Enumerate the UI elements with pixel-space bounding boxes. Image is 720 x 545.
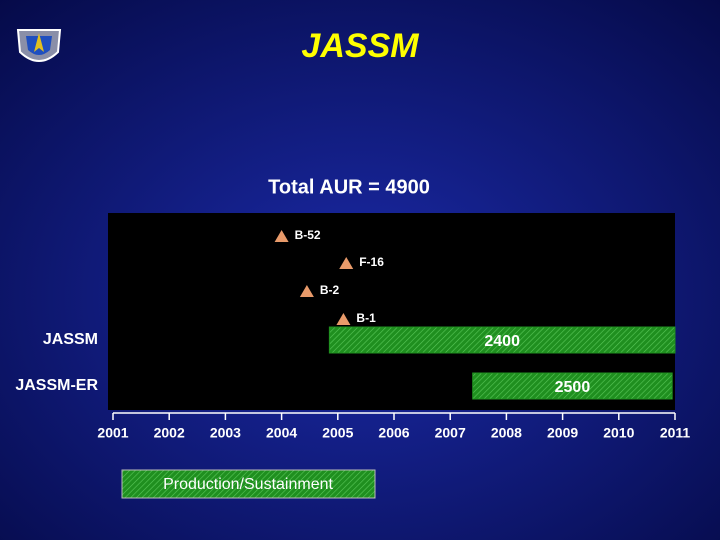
legend-swatch bbox=[121, 469, 376, 499]
x-tick-label: 2009 bbox=[547, 425, 578, 441]
subtitle: Total AUR = 4900 bbox=[268, 176, 430, 198]
x-tick-label: 2005 bbox=[322, 425, 353, 441]
milestone bbox=[274, 230, 289, 242]
milestone bbox=[339, 257, 354, 269]
task-quantity: 2500 bbox=[555, 379, 591, 396]
task-quantity: 2400 bbox=[484, 333, 520, 350]
x-tick-label: 2007 bbox=[435, 425, 466, 441]
milestone-label: F-16 bbox=[359, 255, 384, 269]
logo bbox=[16, 29, 62, 62]
slide-title: JASSM bbox=[301, 27, 419, 65]
x-tick-label: 2010 bbox=[603, 425, 634, 441]
x-tick-label: 2003 bbox=[210, 425, 241, 441]
milestone bbox=[336, 313, 351, 325]
x-tick-label: 2004 bbox=[266, 425, 297, 441]
x-tick-label: 2008 bbox=[491, 425, 522, 441]
milestone-label: B-52 bbox=[295, 228, 321, 242]
x-tick-label: 2001 bbox=[97, 425, 128, 441]
milestone-label: B-2 bbox=[320, 283, 340, 297]
x-tick-label: 2002 bbox=[154, 425, 185, 441]
task-bar bbox=[328, 326, 676, 354]
task-label: JASSM-ER bbox=[15, 377, 98, 394]
milestone bbox=[299, 285, 314, 297]
x-tick-label: 2011 bbox=[660, 425, 691, 441]
x-tick-label: 2006 bbox=[378, 425, 409, 441]
milestone-label: B-1 bbox=[356, 311, 376, 325]
task-bar bbox=[472, 372, 673, 400]
task-label: JASSM bbox=[43, 331, 98, 348]
legend-label: Production/Sustainment bbox=[163, 476, 333, 493]
